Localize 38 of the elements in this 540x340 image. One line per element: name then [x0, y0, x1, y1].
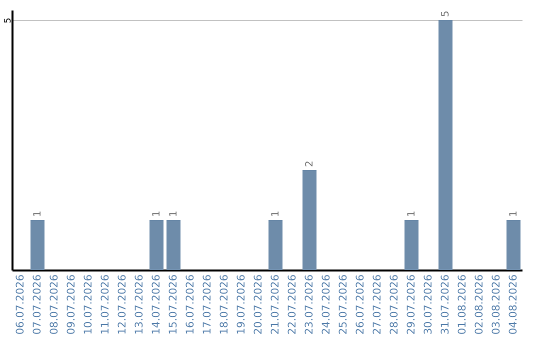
x-tick-label: 09.07.2026 — [66, 274, 78, 335]
x-tick-label: 21.07.2026 — [270, 274, 282, 335]
x-tick-label: 22.07.2026 — [286, 274, 298, 335]
x-tick-label: 17.07.2026 — [202, 274, 214, 335]
data-label: 1 — [152, 210, 162, 217]
x-tick-label: 04.08.2026 — [508, 274, 520, 335]
data-label: 1 — [270, 210, 282, 217]
data-label: 1 — [168, 210, 180, 217]
x-tick-label: 19.07.2026 — [236, 274, 248, 335]
x-tick-label: 16.07.2026 — [184, 274, 196, 335]
x-tick-label: 06.07.2026 — [14, 274, 26, 335]
data-label: 1 — [32, 210, 44, 217]
x-tick-label: 27.07.2026 — [372, 274, 384, 335]
x-tick-label: 30.07.2026 — [422, 274, 434, 335]
x-tick-label: 28.07.2026 — [388, 274, 400, 335]
data-label: 2 — [304, 160, 316, 167]
data-label: 1 — [508, 210, 520, 217]
x-tick-label: 02.08.2026 — [474, 274, 486, 335]
x-tick-label: 11.07.2026 — [100, 274, 112, 335]
x-tick-label: 10.07.2026 — [82, 274, 94, 335]
x-tick-label: 07.07.2026 — [32, 274, 44, 335]
x-tick-label: 08.07.2026 — [48, 274, 60, 335]
x-tick-label: 15.07.2026 — [168, 274, 180, 335]
x-tick-label: 18.07.2026 — [218, 274, 230, 335]
data-label: 5 — [440, 10, 452, 17]
x-tick-label: 29.07.2026 — [406, 274, 418, 335]
x-tick-label: 12.07.2026 — [116, 274, 128, 335]
x-tick-label: 31.07.2026 — [440, 274, 452, 335]
x-tick-label: 01.08.2026 — [456, 274, 468, 335]
data-label: 1 — [406, 210, 418, 217]
x-tick-label: 24.07.2026 — [320, 274, 332, 335]
x-tick-label: 13.07.2026 — [134, 274, 146, 335]
x-tick-label: 25.07.2026 — [338, 274, 350, 335]
x-tick-label: 23.07.2026 — [304, 274, 316, 335]
x-tick-label: 03.08.2026 — [490, 274, 502, 335]
x-tick-label: 20.07.2026 — [252, 274, 264, 335]
x-tick-label: 26.07.2026 — [354, 274, 366, 335]
x-tick-label: 14.07.2026 — [150, 274, 162, 335]
